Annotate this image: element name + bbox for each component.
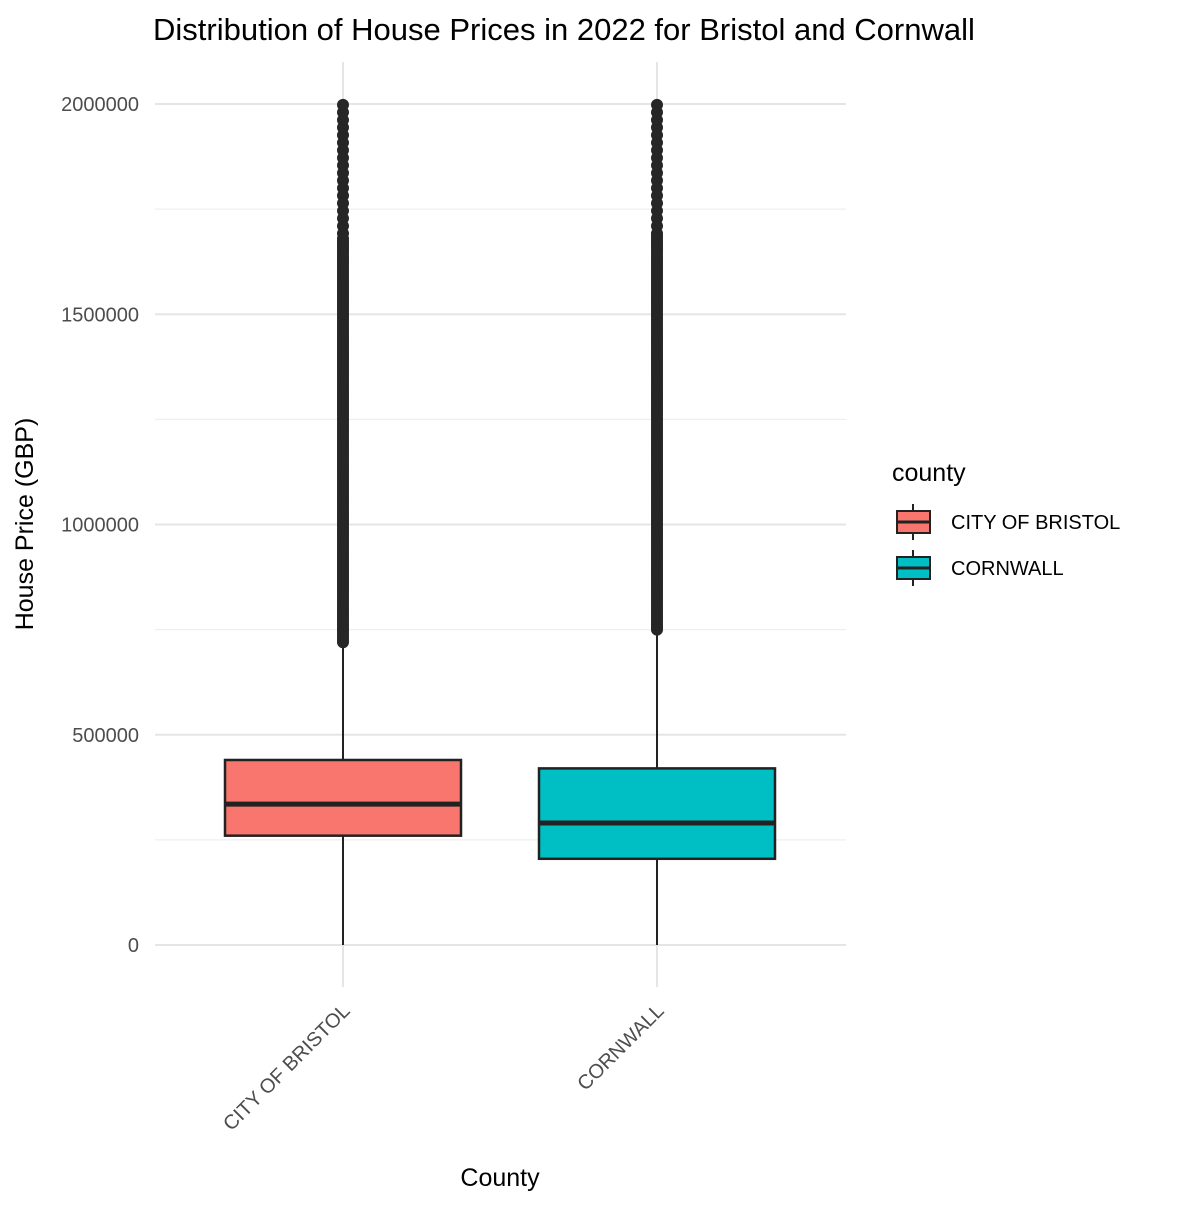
outliers [651, 98, 663, 636]
legend: county CITY OF BRISTOL CORNWALL [892, 459, 1120, 586]
legend-title: county [892, 459, 966, 487]
y-tick-label: 1000000 [61, 515, 139, 537]
y-axis-ticks: 0 500000 1000000 1500000 2000000 [61, 94, 139, 957]
legend-label: CORNWALL [951, 558, 1064, 580]
x-tick-label: CITY OF BRISTOL [219, 1000, 354, 1135]
legend-key [896, 550, 931, 586]
box-iqr [223, 758, 463, 837]
y-tick-label: 500000 [72, 725, 139, 747]
chart-title: Distribution of House Prices in 2022 for… [153, 12, 975, 47]
outliers [337, 98, 349, 649]
x-axis-ticks: CITY OF BRISTOL CORNWALL [219, 1000, 668, 1135]
outlier-point [651, 98, 663, 111]
box-city-of-bristol [223, 98, 463, 945]
legend-key [896, 504, 931, 540]
y-tick-label: 0 [128, 935, 139, 957]
y-tick-label: 1500000 [61, 304, 139, 326]
boxes [223, 98, 777, 945]
box-cornwall [537, 98, 777, 945]
x-tick-label: CORNWALL [573, 1000, 668, 1095]
legend-label: CITY OF BRISTOL [951, 512, 1120, 534]
y-axis-title: House Price (GBP) [11, 418, 39, 631]
outlier-point [337, 98, 349, 111]
y-tick-label: 2000000 [61, 94, 139, 116]
x-axis-title: County [460, 1164, 540, 1192]
box-iqr [537, 767, 777, 861]
